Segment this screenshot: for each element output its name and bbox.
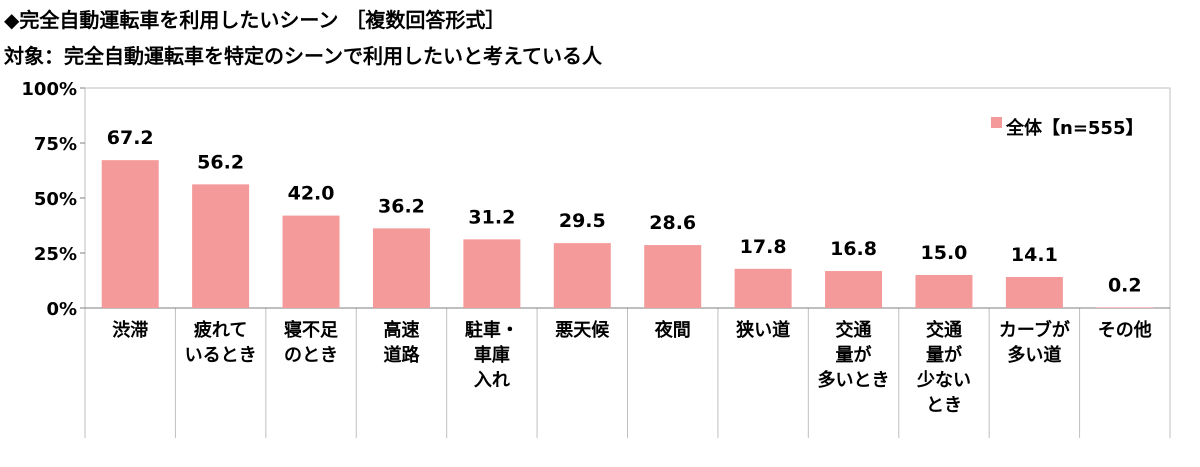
category-label: カーブが多い道: [999, 319, 1070, 366]
bar: [734, 268, 792, 308]
data-label: 56.2: [197, 151, 244, 173]
bar: [282, 215, 340, 308]
bar: [1096, 307, 1154, 308]
category-label: 悪天候: [555, 319, 610, 341]
data-label: 16.8: [830, 238, 877, 260]
y-tick-label: 25%: [34, 244, 77, 265]
y-tick-label: 75%: [34, 134, 77, 155]
bar: [101, 160, 159, 308]
data-label: 29.5: [559, 210, 606, 232]
bar: [644, 245, 702, 308]
y-tick-label: 100%: [21, 79, 77, 100]
legend: 全体【n=555】: [991, 117, 1143, 139]
data-label: 31.2: [468, 206, 515, 228]
data-label: 67.2: [107, 127, 154, 149]
category-label: 狭い道: [735, 319, 790, 341]
category-label: 交通量が少ないとき: [916, 319, 971, 416]
data-label: 42.0: [288, 183, 335, 205]
bar: [463, 239, 521, 308]
category-label: 交通量が多いとき: [818, 319, 890, 391]
category-label: 駐車・車庫入れ: [465, 319, 519, 391]
category-label: 疲れているとき: [185, 319, 257, 366]
data-label: 17.8: [740, 236, 787, 258]
category-label: その他: [1098, 319, 1152, 341]
y-tick-label: 50%: [34, 189, 77, 210]
category-label: 夜間: [654, 319, 691, 341]
bar: [825, 271, 883, 308]
data-label: 28.6: [649, 212, 696, 234]
bar: [915, 275, 973, 308]
chart-subtitle: 対象：完全自動運転車を特定のシーンで利用したいと考えている人: [4, 44, 602, 68]
data-label: 0.2: [1108, 275, 1142, 297]
bar: [372, 228, 430, 308]
bar: [1005, 276, 1063, 308]
data-label: 15.0: [921, 242, 968, 264]
legend-swatch: [991, 117, 1002, 128]
category-label: 高速道路: [383, 319, 420, 366]
data-label: 36.2: [378, 195, 425, 217]
category-label: 渋滞: [112, 319, 148, 341]
category-label: 寝不足のとき: [284, 319, 338, 366]
bar: [553, 243, 611, 308]
y-tick-label: 0%: [46, 299, 77, 320]
bar: [192, 184, 250, 308]
chart-title: ◆完全自動運転車を利用したいシーン ［複数回答形式］: [4, 8, 506, 32]
data-label: 14.1: [1011, 244, 1058, 266]
legend-label: 全体【n=555】: [1005, 117, 1143, 139]
